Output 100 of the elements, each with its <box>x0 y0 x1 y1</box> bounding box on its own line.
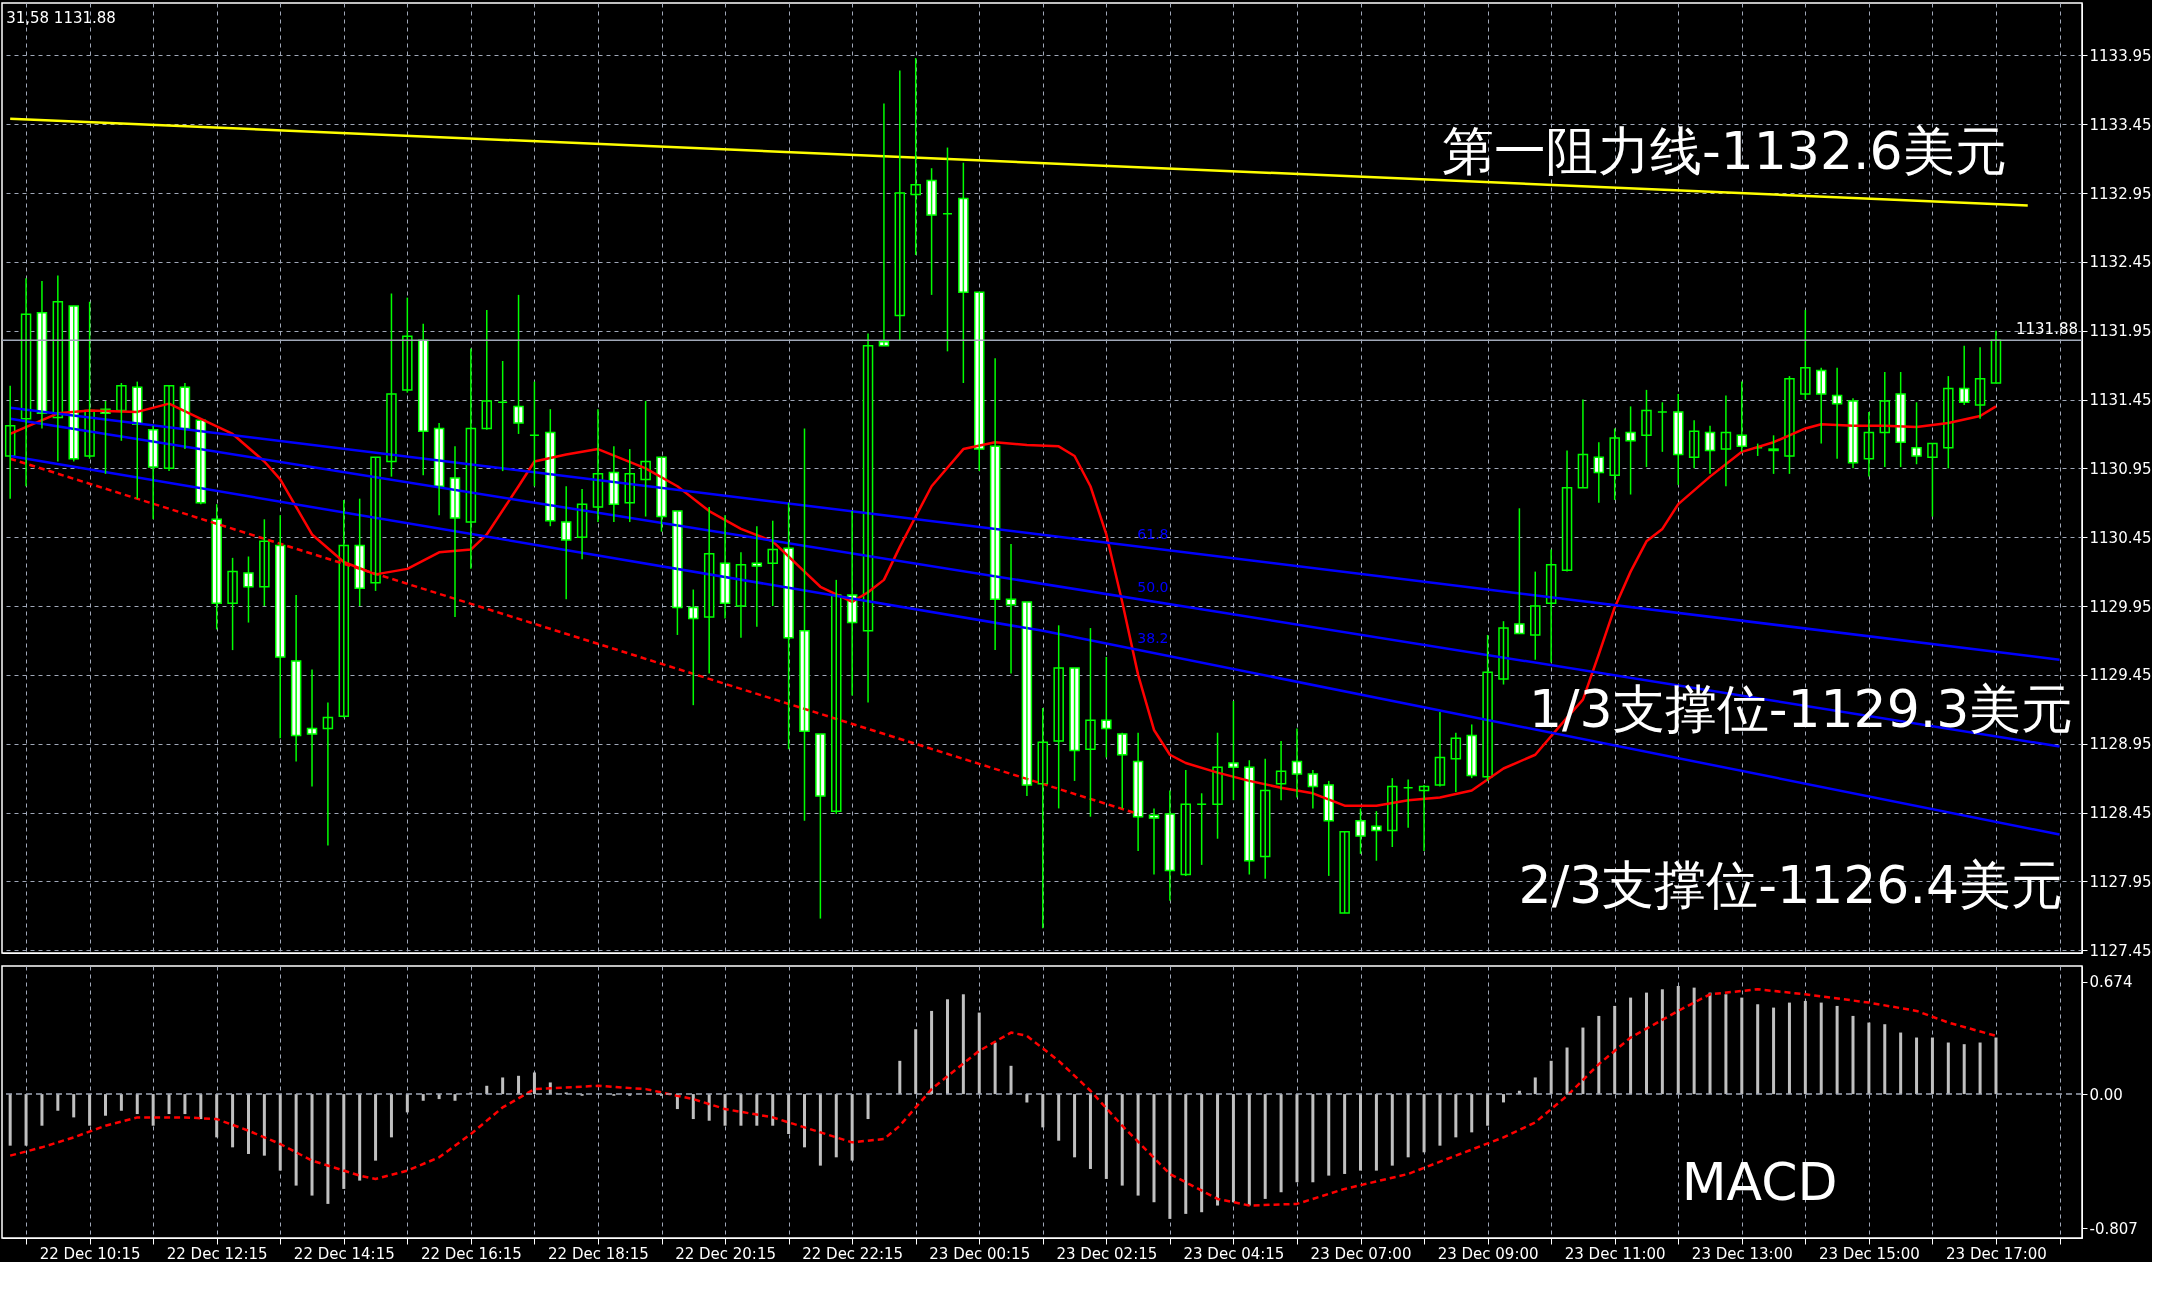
candlestick <box>1530 570 1541 661</box>
bar <box>993 1042 997 1095</box>
bar <box>1438 1094 1442 1146</box>
bar <box>1311 1094 1315 1183</box>
y-tick-label: 1130.45 <box>2089 528 2152 547</box>
candlestick <box>815 733 826 920</box>
candlestick <box>799 427 810 822</box>
bar <box>262 1094 266 1156</box>
candlestick <box>1943 375 1954 470</box>
x-tick-label: 23 Dec 04:15 <box>1183 1244 1285 1263</box>
bar <box>1581 1027 1585 1095</box>
bar <box>1740 997 1744 1095</box>
bar <box>151 1094 155 1126</box>
bar <box>1613 1005 1617 1095</box>
annotation: 31,58 1131.88 <box>6 8 116 27</box>
candlestick <box>1768 434 1779 475</box>
x-tick-label: 22 Dec 10:15 <box>39 1244 141 1263</box>
candlestick <box>1228 700 1239 801</box>
candlestick <box>831 579 842 815</box>
bar <box>294 1094 298 1186</box>
bar <box>183 1094 187 1115</box>
candlestick <box>958 161 969 384</box>
candlestick <box>1339 831 1350 914</box>
ref-line-label: 1131.88 <box>2015 320 2078 339</box>
x-tick-label: 23 Dec 02:15 <box>1056 1244 1158 1263</box>
bar <box>850 1094 854 1161</box>
x-tick-label: 22 Dec 20:15 <box>675 1244 777 1263</box>
bar <box>707 1094 711 1121</box>
bar <box>1994 1037 1998 1095</box>
bar <box>1168 1094 1172 1219</box>
bar <box>961 994 965 1095</box>
candlestick <box>672 510 683 636</box>
x-tick-label: 23 Dec 13:00 <box>1691 1244 1793 1263</box>
bar <box>1263 1094 1267 1199</box>
bar <box>1962 1044 1966 1095</box>
bar <box>104 1094 107 1116</box>
bar <box>1629 997 1633 1095</box>
bar <box>834 1094 838 1158</box>
bar <box>246 1094 250 1154</box>
x-tick-label: 22 Dec 12:15 <box>166 1244 268 1263</box>
bar <box>1502 1094 1505 1103</box>
bar <box>1915 1037 1919 1095</box>
bar <box>405 1094 409 1113</box>
candlestick <box>1514 507 1525 635</box>
candlestick <box>1069 667 1080 782</box>
bar <box>1120 1094 1124 1186</box>
bar <box>389 1094 393 1138</box>
bar <box>1454 1094 1458 1138</box>
bar <box>1787 1002 1791 1095</box>
bar <box>453 1094 457 1101</box>
bar <box>1009 1065 1013 1095</box>
bar <box>310 1094 314 1196</box>
bar <box>342 1094 346 1189</box>
annotation: 2/3支撑位-1126.4美元 <box>1518 854 2063 915</box>
bar <box>977 1012 981 1095</box>
bar <box>8 1094 12 1146</box>
candlestick <box>1355 807 1366 855</box>
bar <box>517 1075 521 1095</box>
candlestick <box>910 57 921 256</box>
bar <box>40 1094 44 1126</box>
candlestick <box>1784 375 1795 475</box>
bar <box>1152 1094 1156 1203</box>
candlestick <box>1625 405 1636 496</box>
bar <box>215 1094 219 1138</box>
bar <box>1279 1094 1283 1193</box>
candlestick <box>1498 620 1509 686</box>
bar <box>1057 1094 1061 1141</box>
bar <box>119 1094 123 1111</box>
bar <box>326 1094 330 1204</box>
y-tick-label: 1133.95 <box>2089 46 2152 65</box>
annotation: MACD <box>1681 1151 1838 1212</box>
candlestick <box>1212 731 1223 840</box>
candlestick <box>1911 401 1922 465</box>
line-series <box>8 988 1998 1207</box>
series-label: 50.0 <box>1137 579 1169 596</box>
bar <box>1359 1094 1363 1171</box>
candlestick <box>513 294 524 435</box>
x-tick-label: 23 Dec 17:00 <box>1946 1244 2047 1263</box>
y-tick-label: 1132.45 <box>2089 253 2152 272</box>
candlestick <box>243 555 254 624</box>
candlestick <box>402 296 413 394</box>
candlestick <box>68 305 79 463</box>
bar <box>787 1094 791 1135</box>
bar <box>1231 1094 1235 1203</box>
y-tick-label: 1131.45 <box>2089 391 2152 410</box>
y-tick-label: 1132.95 <box>2089 184 2152 203</box>
candlestick <box>688 588 699 706</box>
bar <box>1819 1002 1823 1095</box>
bar <box>72 1094 76 1118</box>
x-tick-label: 23 Dec 09:00 <box>1437 1244 1539 1263</box>
bar <box>1470 1094 1474 1133</box>
bar <box>1676 985 1680 1095</box>
candlestick <box>1609 427 1620 501</box>
candlestick <box>1466 723 1477 779</box>
y-tick-label: 1127.95 <box>2089 872 2152 891</box>
bar <box>1946 1042 1950 1095</box>
bar <box>1803 1000 1807 1095</box>
bar <box>421 1094 425 1101</box>
bar <box>1883 1024 1887 1095</box>
bar <box>1041 1094 1045 1128</box>
